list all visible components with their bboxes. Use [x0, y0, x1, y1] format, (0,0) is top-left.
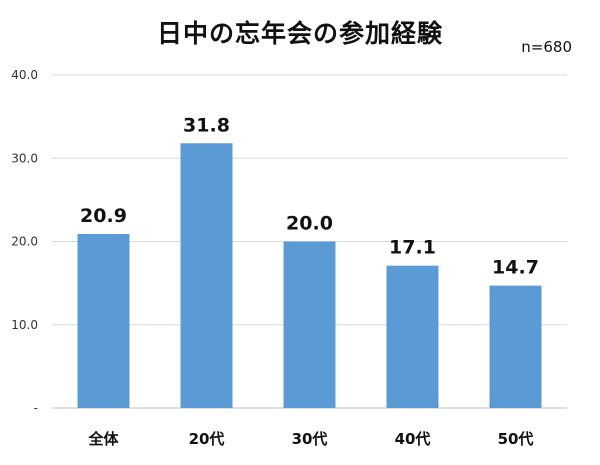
x-category-label: 50代	[498, 430, 534, 448]
data-label: 17.1	[389, 237, 436, 259]
y-axis-ticks: - 10.0 20.0 30.0 40.0	[11, 68, 38, 415]
x-category-label: 20代	[189, 430, 225, 448]
data-label: 14.7	[492, 257, 539, 279]
bar	[386, 265, 439, 408]
sample-size-note: n=680	[521, 38, 572, 56]
x-category-label: 40代	[395, 430, 431, 448]
data-labels: 20.9 31.8 20.0 17.1 14.7	[80, 114, 539, 278]
bar	[77, 234, 130, 408]
y-tick-label: 40.0	[11, 68, 38, 82]
y-tick-label: -	[34, 401, 38, 415]
y-tick-label: 20.0	[11, 235, 38, 249]
x-category-label: 30代	[292, 430, 328, 448]
x-axis-categories: 全体 20代 30代 40代 50代	[87, 430, 533, 448]
bar	[283, 241, 336, 408]
data-label: 20.0	[286, 213, 333, 235]
bar	[180, 143, 233, 408]
y-tick-label: 30.0	[11, 151, 38, 165]
bar	[489, 285, 542, 408]
data-label: 31.8	[183, 114, 230, 136]
chart-title: 日中の忘年会の参加経験	[156, 19, 443, 48]
data-label: 20.9	[80, 205, 127, 227]
x-category-label: 全体	[87, 430, 119, 448]
y-tick-label: 10.0	[11, 318, 38, 332]
bars	[77, 143, 542, 408]
